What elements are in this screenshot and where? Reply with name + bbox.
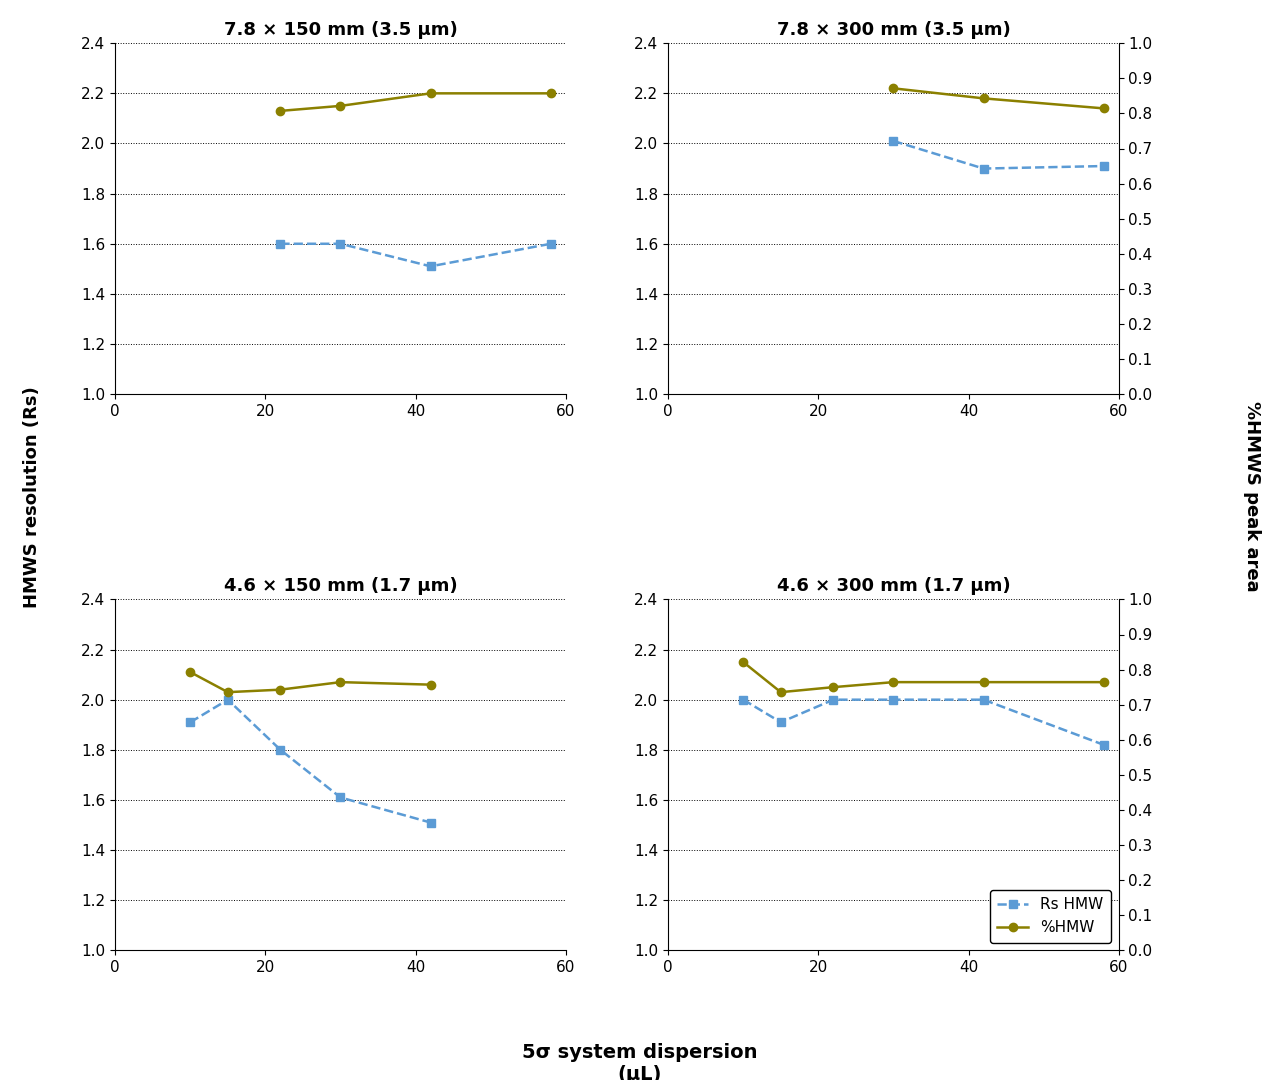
Title: 4.6 × 150 mm (1.7 μm): 4.6 × 150 mm (1.7 μm) [224, 577, 457, 595]
Text: (μL): (μL) [618, 1065, 662, 1080]
Text: HMWS resolution (Rs): HMWS resolution (Rs) [23, 386, 41, 608]
Text: 5σ system dispersion: 5σ system dispersion [522, 1043, 758, 1063]
Text: %HMWS peak area: %HMWS peak area [1243, 402, 1261, 592]
Legend: Rs HMW, %HMW: Rs HMW, %HMW [989, 890, 1111, 943]
Title: 7.8 × 300 mm (3.5 μm): 7.8 × 300 mm (3.5 μm) [777, 21, 1010, 39]
Title: 7.8 × 150 mm (3.5 μm): 7.8 × 150 mm (3.5 μm) [224, 21, 457, 39]
Title: 4.6 × 300 mm (1.7 μm): 4.6 × 300 mm (1.7 μm) [777, 577, 1010, 595]
